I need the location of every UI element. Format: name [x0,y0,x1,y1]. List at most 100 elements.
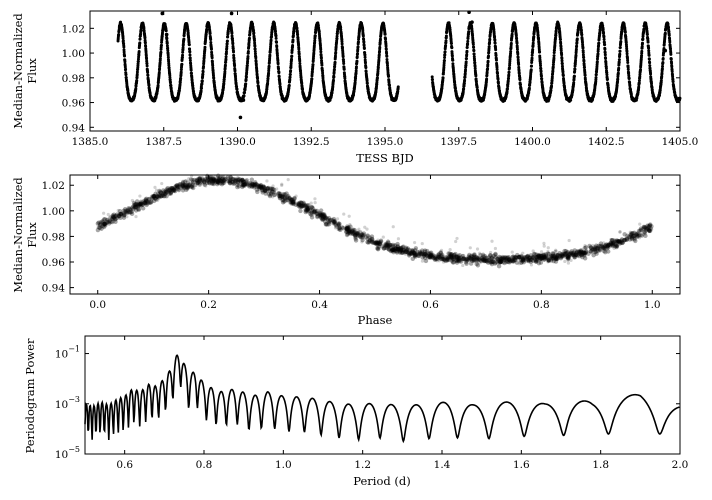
flux-point [166,55,170,59]
flux-point [138,41,142,45]
flux-point [626,67,630,71]
flux-point [312,51,316,55]
flux-point [222,82,226,86]
light-curve-y-label-line2: Flux [25,58,39,84]
flux-point [356,52,360,56]
flux-point [507,66,511,70]
flux-point [560,59,564,63]
flux-point [617,58,621,62]
flux-point [179,68,183,72]
flux-point [145,62,149,66]
flux-point [247,44,251,48]
flux-point [223,70,227,74]
flux-point [641,37,645,41]
flux-point [147,83,151,87]
flux-point [444,34,448,38]
x-tick-label: 1405.0 [662,136,699,148]
flux-point [383,32,387,36]
flux-point [233,64,237,68]
flux-point [234,82,238,86]
x-tick-label: 1402.5 [588,136,625,148]
flux-point [276,62,280,66]
flux-point [232,53,236,57]
y-tick-label: 0.96 [62,98,86,110]
flux-point [168,73,172,77]
flux-point [341,55,345,59]
flux-point [332,75,336,79]
flux-point [144,50,148,54]
flux-point [378,41,382,45]
flux-point [122,48,126,52]
flux-point [560,53,564,57]
flux-point [443,53,447,57]
flux-point [266,79,270,83]
flux-point [124,67,128,71]
flux-point [139,28,143,32]
flux-point [464,68,468,72]
flux-point [188,56,192,60]
flux-point [443,50,447,54]
flux-point [430,78,434,82]
flux-point [339,28,343,32]
flux-point [256,77,260,81]
flux-point [144,45,148,49]
flux-point [496,81,500,85]
flux-point [226,29,230,33]
flux-point [516,52,520,56]
flux-point [671,80,675,84]
flux-point [486,59,490,63]
flux-point [320,69,324,73]
x-tick-label: 1385.0 [72,136,109,148]
flux-point [311,63,315,67]
flux-point [232,50,236,54]
flux-point [464,57,468,61]
flux-point [147,79,151,83]
flux-point [146,70,150,74]
flux-point [200,86,204,90]
light-curve-y-label-line1: Median-Normalized [11,13,25,129]
flux-point [201,72,205,76]
flux-point [580,33,584,37]
flux-point [582,65,586,69]
phase-folded-points [95,173,654,269]
flux-point [667,25,670,29]
flux-point [244,78,248,82]
flux-point [335,37,339,41]
flux-point [332,67,336,71]
flux-point [354,65,358,69]
flux-point [515,47,519,51]
flux-point [166,53,170,57]
flux-point [164,29,168,33]
flux-point [300,81,304,85]
flux-point [226,35,230,39]
flux-point [339,26,343,30]
flux-point [179,70,183,74]
flux-point [290,57,294,61]
flux-point [321,71,325,75]
flux-point [507,70,511,74]
flux-point [268,53,272,57]
flux-point [134,86,138,90]
flux-point [209,37,213,41]
flux-point [210,56,214,60]
flux-point [203,45,207,49]
flux-point [301,87,305,91]
flux-point [230,31,234,35]
flux-point [277,75,281,79]
x-tick-label: 1400.0 [514,136,551,148]
flux-point [253,50,257,54]
flux-point [207,25,211,29]
flux-point [623,30,627,34]
flux-point [515,41,519,45]
flux-point [509,49,513,53]
flux-point [253,47,257,51]
flux-point [182,37,186,41]
flux-point [277,71,281,75]
flux-point [313,39,317,43]
flux-point [509,41,513,45]
flux-point [340,40,344,44]
light-curve-y-ticks: 0.940.960.981.001.02 [62,23,680,134]
flux-point [135,72,139,76]
flux-point [449,42,453,46]
flux-point [211,64,215,68]
